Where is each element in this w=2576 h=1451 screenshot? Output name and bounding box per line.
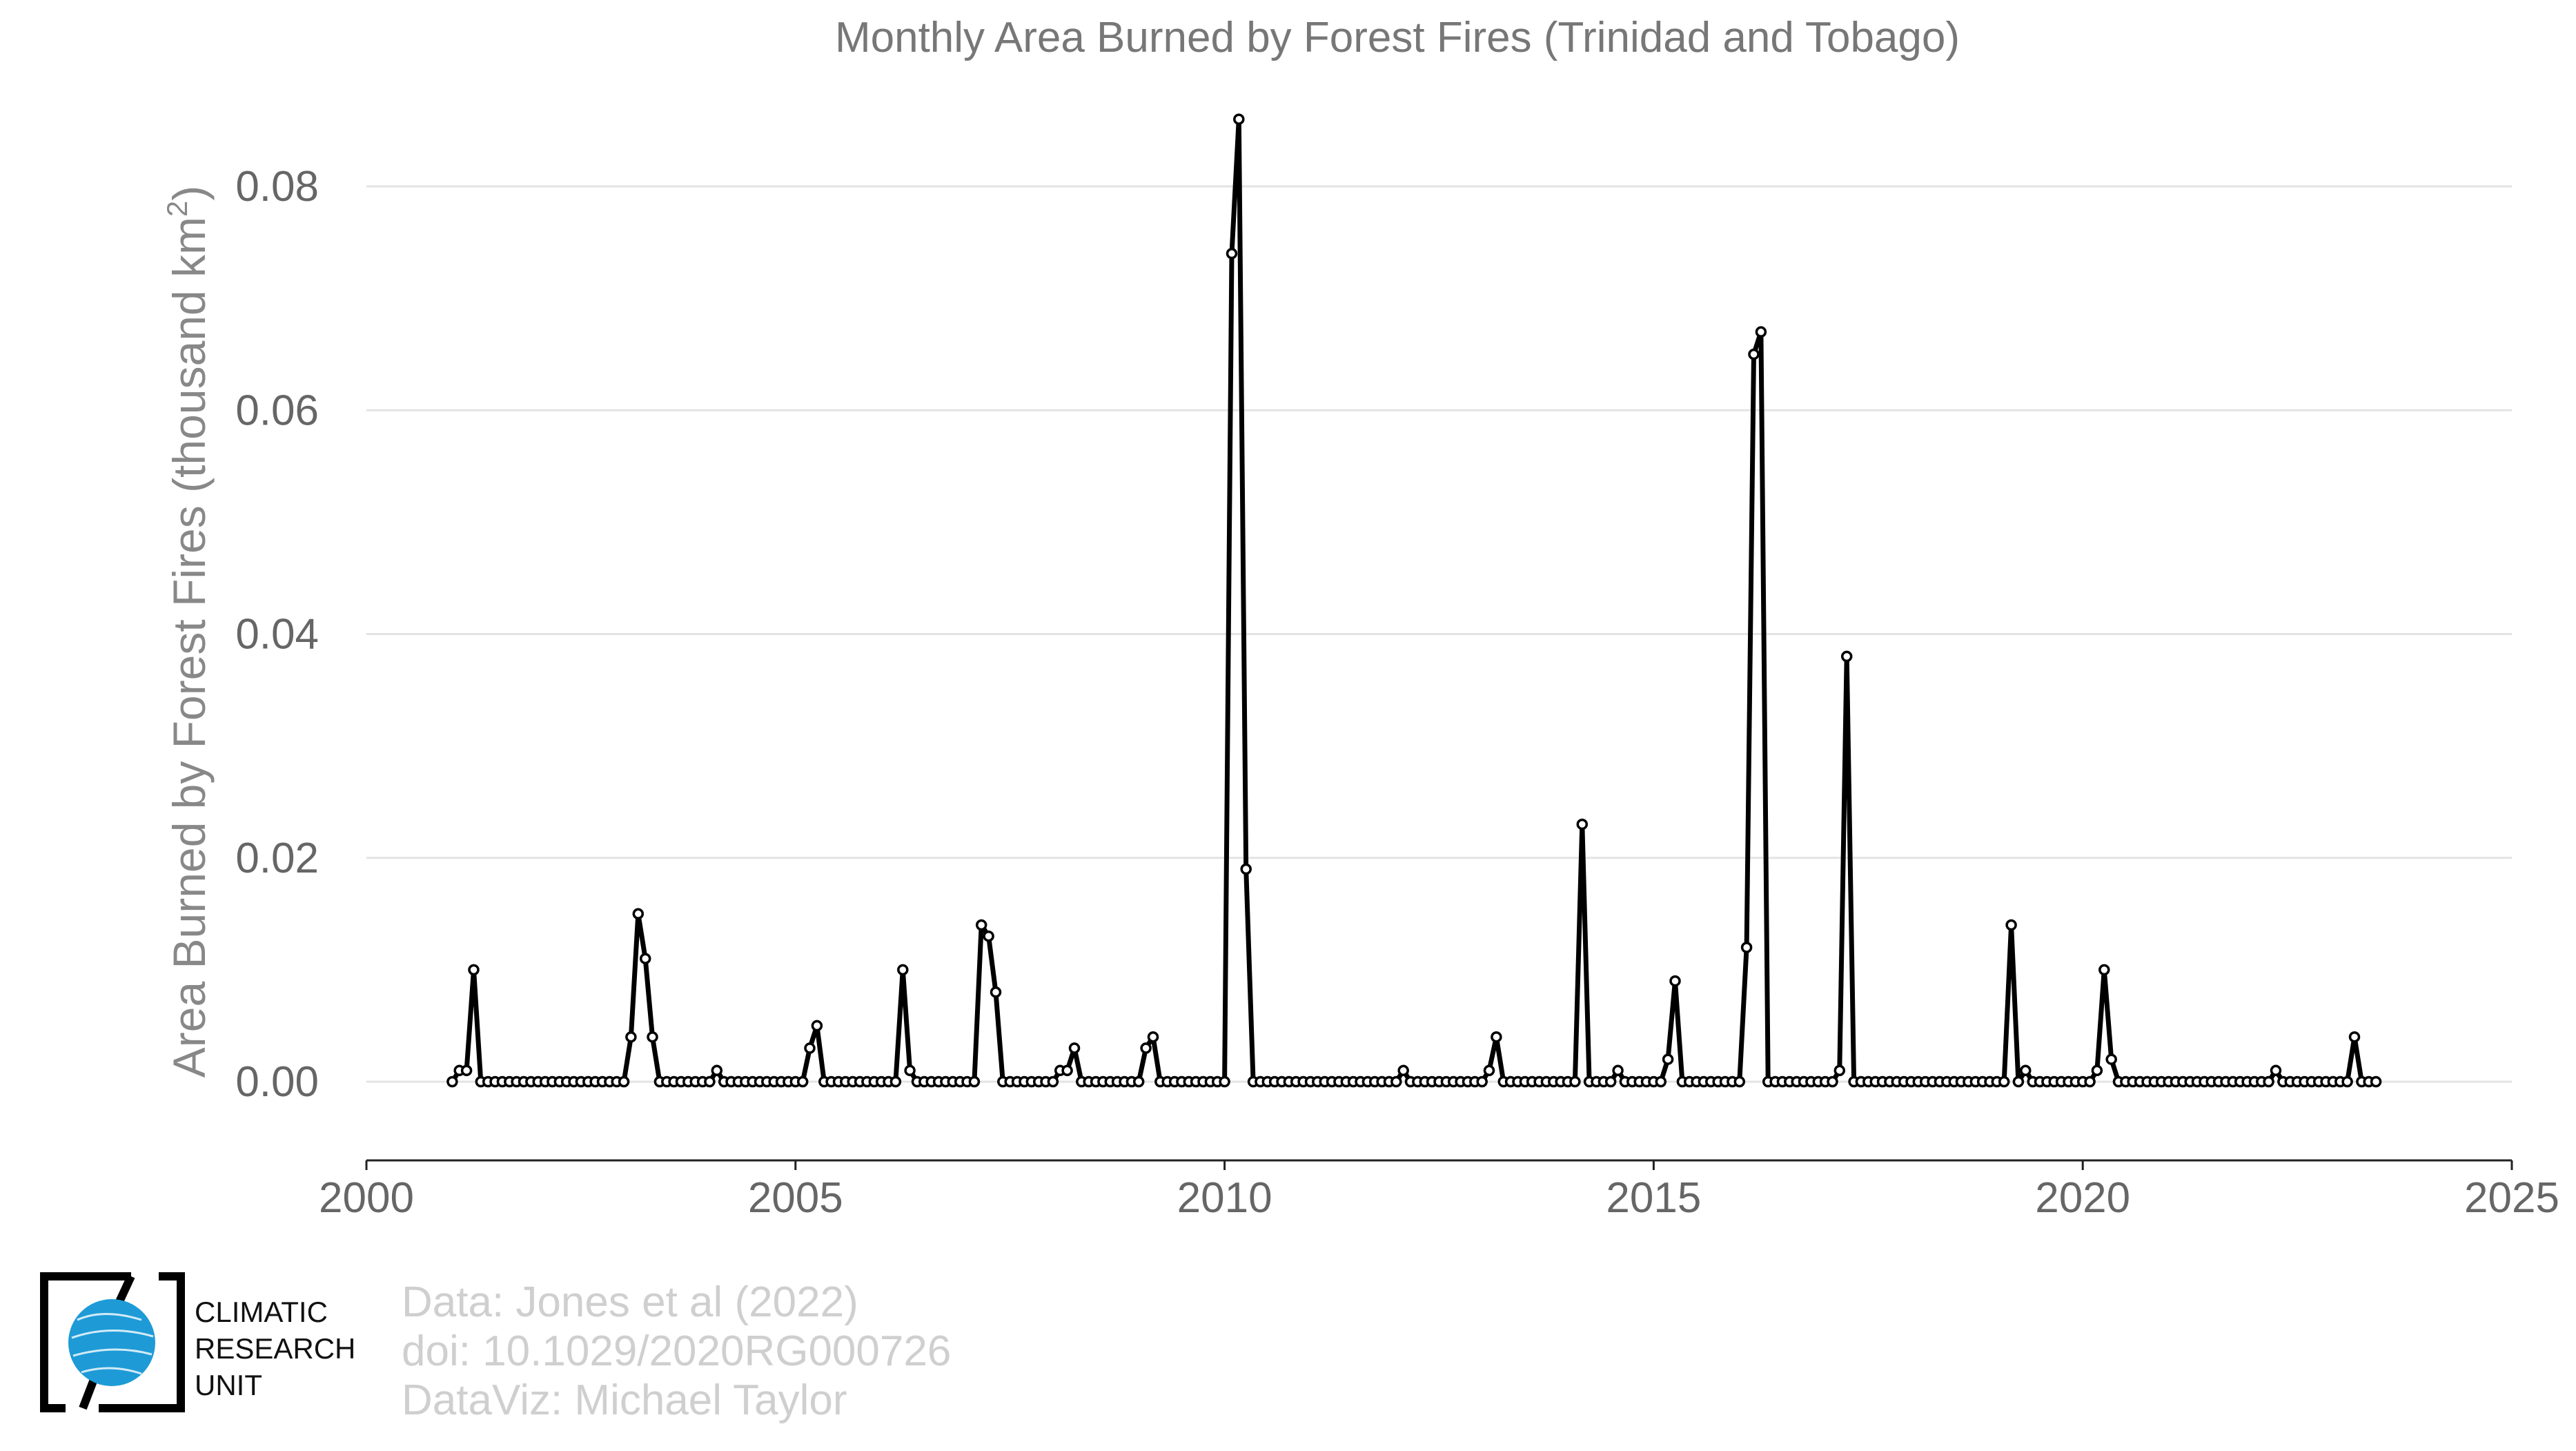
- data-point: [1733, 1075, 1746, 1088]
- logo-bracket-left: [40, 1272, 131, 1412]
- data-point: [990, 986, 1002, 998]
- data-point: [704, 1075, 716, 1088]
- series-line: [450, 117, 2377, 1084]
- data-point: [2370, 1075, 2382, 1088]
- data-point: [639, 953, 651, 964]
- data-point: [2105, 1053, 2117, 1065]
- data-point: [1140, 1042, 1152, 1054]
- data-point: [1748, 348, 1760, 360]
- data-point: [1132, 1075, 1145, 1088]
- chart-title: Monthly Area Burned by Forest Fires (Tri…: [835, 14, 1960, 61]
- data-point: [804, 1042, 816, 1054]
- data-point: [1755, 326, 1767, 338]
- globe-icon: [68, 1299, 155, 1386]
- y-tick-label: 0.06: [235, 387, 319, 434]
- data-point: [460, 1064, 473, 1077]
- data-point: [1669, 975, 1681, 987]
- y-tick-label: 0.08: [235, 163, 319, 211]
- data-point: [1476, 1075, 1488, 1088]
- data-point: [1240, 863, 1252, 875]
- data-point: [1483, 1064, 1495, 1077]
- y-axis-label: Area Burned by Forest Fires (thousand km…: [161, 186, 215, 1078]
- data-point: [1397, 1064, 1409, 1077]
- data-point: [1233, 113, 1245, 125]
- data-point: [2020, 1064, 2032, 1077]
- logo-text-climatic: CLIMATIC: [195, 1296, 328, 1328]
- y-axis-label-superscript: 2: [161, 201, 193, 217]
- data-point: [625, 1031, 637, 1043]
- data-point: [1662, 1053, 1674, 1065]
- y-axis-label-main: Area Burned by Forest Fires (thousand km: [164, 217, 215, 1078]
- x-tick-label: 2020: [2035, 1174, 2130, 1222]
- credit-doi: doi: 10.1029/2020RG000726: [402, 1327, 951, 1375]
- data-point: [1740, 942, 1753, 953]
- data-point: [2012, 1075, 2025, 1088]
- data-point: [2098, 964, 2110, 976]
- x-tick-label: 2015: [1606, 1174, 1701, 1222]
- y-tick-label: 0.04: [235, 611, 319, 659]
- data-point: [2005, 919, 2017, 931]
- data-point: [446, 1075, 458, 1088]
- x-tick-label: 2025: [2464, 1174, 2559, 1222]
- data-point: [2341, 1075, 2353, 1088]
- x-tick-label: 2010: [1177, 1174, 1272, 1222]
- data-point: [647, 1031, 658, 1043]
- data-point: [889, 1075, 902, 1088]
- data-point: [983, 930, 994, 942]
- data-point: [2084, 1075, 2096, 1088]
- data-point: [1612, 1064, 1624, 1077]
- gridlines: [366, 185, 2512, 1083]
- credit-dataviz: DataViz: Michael Taylor: [402, 1376, 847, 1424]
- y-tick-label: 0.00: [235, 1058, 319, 1106]
- data-point: [897, 964, 909, 976]
- data-point: [1491, 1031, 1502, 1043]
- data-point: [1998, 1075, 2010, 1088]
- x-axis-ticks: 2000 2005 2010 2015 2020 2025: [319, 1160, 2559, 1222]
- x-tick-label: 2000: [319, 1174, 414, 1222]
- data-point: [1226, 248, 1238, 260]
- data-point: [1147, 1031, 1159, 1043]
- logo-bracket-right: [99, 1272, 185, 1412]
- data-point: [1576, 818, 1589, 830]
- data-point: [1833, 1064, 1846, 1077]
- data-point: [1569, 1075, 1581, 1088]
- data-point: [1827, 1075, 1838, 1088]
- data-point: [1655, 1075, 1667, 1088]
- data-point: [2270, 1064, 2282, 1077]
- data-point: [1061, 1064, 1073, 1077]
- data-points: [446, 113, 2382, 1088]
- data-point: [811, 1020, 823, 1032]
- globe-contour-lines: [71, 1313, 154, 1375]
- data-point: [632, 908, 645, 920]
- data-point: [711, 1064, 723, 1077]
- data-point: [796, 1075, 809, 1088]
- data-point: [468, 964, 480, 976]
- data-point: [618, 1075, 630, 1088]
- logo-text-research: RESEARCH: [195, 1332, 355, 1365]
- data-point: [904, 1064, 916, 1077]
- data-point: [1068, 1042, 1081, 1054]
- x-tick-label: 2005: [748, 1174, 843, 1222]
- data-point: [1840, 650, 1853, 663]
- credit-data-source: Data: Jones et al (2022): [402, 1278, 858, 1326]
- data-point: [968, 1075, 981, 1088]
- y-axis-label-tail: ): [164, 186, 215, 201]
- data-point: [2263, 1075, 2274, 1088]
- data-point: [975, 919, 987, 931]
- data-point: [1047, 1075, 1059, 1088]
- logo-text-unit: UNIT: [195, 1369, 262, 1401]
- cru-logo: CLIMATIC RESEARCH UNIT: [40, 1272, 355, 1412]
- y-axis-ticks: 0.00 0.02 0.04 0.06 0.08: [235, 163, 319, 1106]
- data-point: [1604, 1075, 1617, 1088]
- data-point: [2348, 1031, 2361, 1043]
- data-point: [2091, 1064, 2103, 1077]
- data-point: [1390, 1075, 1402, 1088]
- y-tick-label: 0.02: [235, 835, 319, 882]
- data-point: [1219, 1075, 1230, 1088]
